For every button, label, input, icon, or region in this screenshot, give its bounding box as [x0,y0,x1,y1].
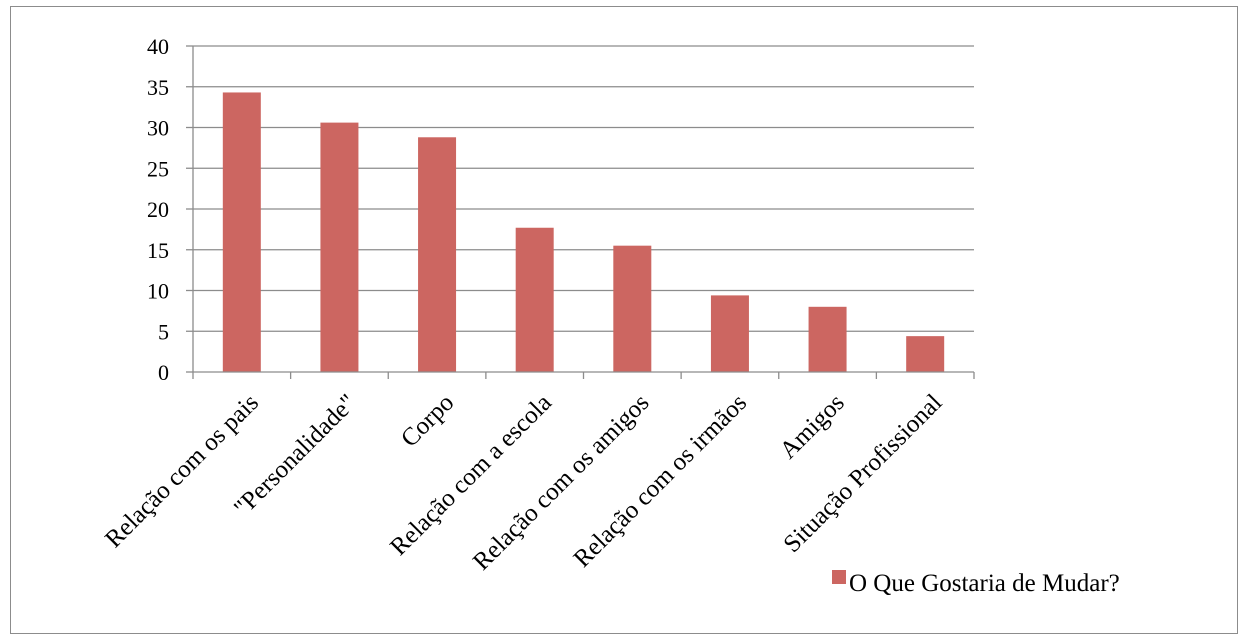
y-tick-label: 10 [147,279,169,304]
bar [320,122,359,372]
y-tick-label: 15 [147,238,169,263]
gridlines [193,45,974,332]
y-tick-label: 30 [147,116,169,141]
bar [515,227,554,372]
x-tick-label: Relação com os irmãos [569,389,753,573]
y-tick-label: 5 [158,319,169,344]
bar [808,306,847,372]
x-tick-label: Amigos [775,389,850,464]
x-tick-label: Corpo [396,389,459,452]
x-tick-label: Situação Profissional [779,389,948,558]
bar [906,336,945,372]
x-tick-label: Relação com a escola [385,389,557,561]
x-tick-labels: Relação com os pais"Personalidade" CorpoR… [100,389,947,576]
y-tick-label: 0 [158,360,169,385]
x-tick-label: Relação com os pais [100,389,264,553]
bar [222,92,261,372]
bar [613,245,652,372]
bar [710,295,749,372]
legend-label: O Que Gostaria de Mudar? [849,570,1120,597]
legend: O Que Gostaria de Mudar? [832,570,1120,597]
y-tick-label: 40 [147,34,169,59]
y-tick-label: 35 [147,75,169,100]
x-tick-label: Relação com os amigos [468,389,654,575]
legend-swatch [832,570,846,584]
y-tick-label: 25 [147,156,169,181]
bar [418,137,457,372]
y-tick-labels: 0 5 10 15 20 25 30 35 40 [147,34,169,385]
bars [222,92,945,372]
y-tick-label: 20 [147,197,169,222]
axes [186,45,975,379]
